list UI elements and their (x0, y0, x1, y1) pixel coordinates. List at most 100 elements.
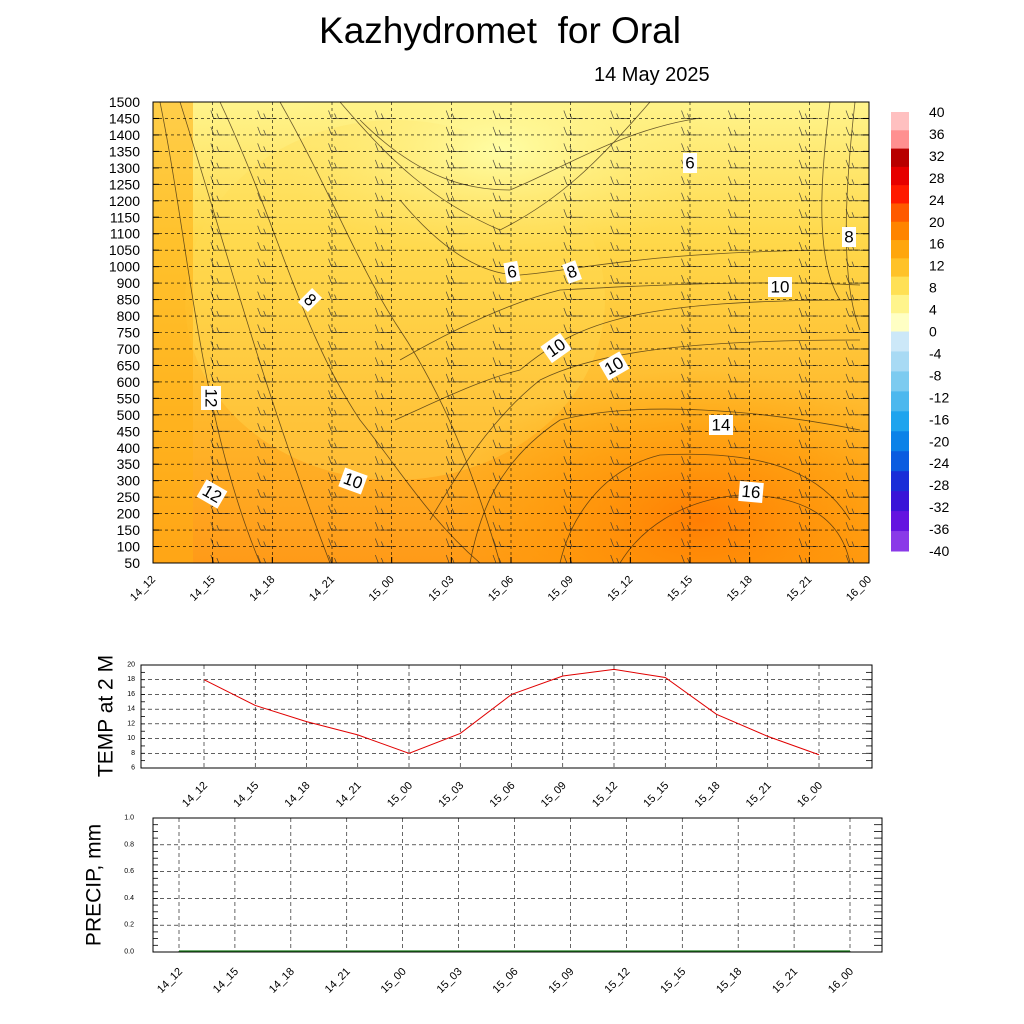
forecast-date: 14 May 2025 (594, 64, 710, 86)
y-tick-label: 1300 (109, 160, 140, 176)
x-tick-label: 14_12 (128, 574, 158, 604)
wind-barb (375, 110, 395, 119)
wind-barb (375, 373, 395, 383)
wind-barb (375, 225, 395, 235)
colorbar-label: -8 (929, 367, 942, 383)
colorbar-label: -16 (929, 411, 949, 427)
wind-barb (728, 110, 748, 119)
wind-barb (445, 143, 466, 152)
wind-barb (445, 274, 466, 284)
wind-barb (728, 143, 748, 152)
y-tick-label: 250 (117, 489, 141, 505)
y-tick-label: 300 (117, 473, 141, 489)
wind-barb (445, 472, 466, 482)
wind-barb (798, 554, 819, 563)
wind-barb (153, 102, 159, 103)
colorbar-swatch (891, 240, 909, 259)
wind-barb (728, 159, 748, 169)
y-tick-label: 900 (117, 275, 141, 291)
x-tick-label: 15_09 (546, 966, 576, 996)
svg-text:14: 14 (712, 416, 731, 435)
svg-text:6: 6 (685, 154, 694, 173)
contour-label: 8 (842, 227, 856, 247)
wind-barb (375, 307, 395, 317)
wind-barb (375, 554, 395, 563)
x-tick-label: 15_06 (486, 574, 516, 604)
wind-barb (445, 159, 466, 169)
wind-barb (260, 102, 277, 103)
wind-barb (375, 505, 395, 514)
wind-barb (728, 456, 748, 465)
wind-barb (730, 102, 748, 103)
y-tick-label: 1350 (109, 143, 140, 159)
wind-barb (377, 102, 395, 103)
colorbar: 4036322824201612840-4-8-12-16-20-24-28-3… (891, 104, 949, 559)
wind-barb (495, 102, 512, 103)
x-tick-label: 15_12 (590, 780, 620, 810)
colorbar-label: -32 (929, 499, 949, 515)
colorbar-label: -36 (929, 521, 949, 537)
y-tick-label: 50 (124, 555, 140, 571)
colorbar-swatch (891, 221, 909, 241)
y-tick-label: 1400 (109, 127, 140, 143)
wind-barb (801, 102, 819, 103)
x-tick-label: 14_21 (323, 966, 353, 996)
x-tick-label: 14_15 (231, 780, 261, 810)
x-tick-label: 14_21 (334, 780, 364, 810)
wind-barb (728, 373, 748, 383)
wind-barb (445, 456, 466, 465)
colorbar-swatch (891, 371, 909, 392)
wind-barb (728, 340, 748, 350)
x-tick-label: 15_15 (641, 780, 671, 810)
colorbar-swatch (891, 276, 909, 296)
contour-label: 6 (503, 260, 521, 284)
wind-barb (728, 521, 748, 531)
wind-barb (375, 291, 395, 300)
wind-barb (728, 258, 748, 267)
colorbar-label: 32 (929, 148, 945, 164)
y-tick-label: 850 (117, 292, 141, 308)
wind-barb (845, 554, 865, 563)
y-tick-label: 600 (117, 374, 141, 390)
colorbar-label: 40 (929, 104, 945, 120)
x-tick-label: 15_03 (426, 574, 456, 604)
wind-barb (728, 505, 748, 514)
x-tick-label: 15_00 (367, 574, 397, 604)
wind-barb (375, 439, 395, 449)
y-tick-label: 6 (131, 765, 135, 772)
colorbar-swatch (891, 112, 909, 131)
precip-ylabel: PRECIP, mm (83, 824, 106, 946)
colorbar-swatch (891, 130, 909, 150)
colorbar-label: 8 (929, 280, 937, 296)
y-tick-label: 150 (117, 522, 141, 538)
wind-barb (728, 538, 748, 547)
wind-barb (684, 102, 701, 103)
wind-barb (848, 102, 865, 103)
precip-panel: PRECIP, mm 1.0 0.8 0.6 0.4 0.2 0.0 14_12 14_15… (83, 815, 883, 996)
colorbar-swatch (891, 451, 909, 472)
colorbar-label: -20 (929, 433, 949, 449)
wind-barb (445, 489, 466, 498)
colorbar-swatch (891, 511, 909, 532)
wind-barb (445, 406, 466, 416)
y-tick-label: 0.8 (124, 841, 134, 848)
svg-text:6: 6 (506, 262, 519, 282)
wind-barb (445, 390, 466, 399)
colorbar-swatch (891, 148, 909, 168)
x-tick-label: 15_12 (602, 966, 632, 996)
wind-barb (728, 176, 748, 185)
wind-barb (445, 209, 466, 218)
contour-label: 8 (562, 260, 582, 284)
wind-barb (728, 390, 748, 399)
contour-label: 10 (768, 277, 792, 297)
wind-barb (728, 209, 748, 218)
colorbar-label: -24 (929, 455, 949, 471)
wind-barb (445, 225, 466, 235)
wind-barb (331, 102, 348, 103)
contour-label: 12 (201, 386, 221, 410)
colorbar-label: -12 (929, 389, 949, 405)
wind-barb (375, 159, 395, 169)
x-tick-label: 15_00 (379, 966, 409, 996)
y-tick-label: 12 (127, 720, 135, 727)
isotherm-line (159, 102, 261, 563)
